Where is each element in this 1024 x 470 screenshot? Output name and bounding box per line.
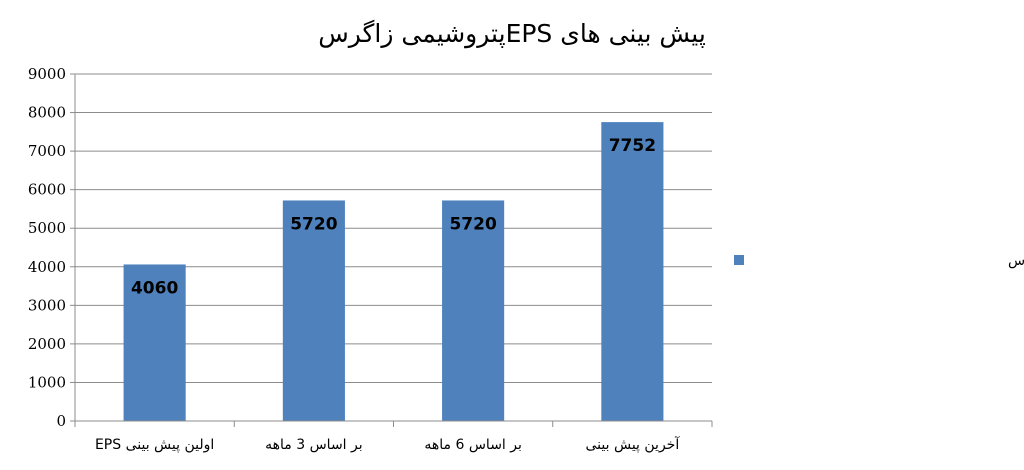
x-tick-label: بر اساس 3 ماهه xyxy=(265,437,363,453)
y-tick-label: 8000 xyxy=(28,104,66,122)
x-tick-label: اولین پیش بینی EPS xyxy=(95,437,214,453)
x-tick-label: بر اساس 6 ماهه xyxy=(424,437,522,453)
legend: پیش بینی های EPSپتروشیمی زاگرس xyxy=(734,252,1024,269)
bar xyxy=(123,264,186,421)
bar xyxy=(442,200,505,421)
bar xyxy=(282,200,345,421)
data-label: 7752 xyxy=(609,136,656,156)
y-tick-label: 3000 xyxy=(28,296,66,314)
y-tick-label: 6000 xyxy=(28,181,66,199)
data-label: 5720 xyxy=(449,214,496,234)
x-tick-label: آخرین پیش بینی xyxy=(586,436,681,453)
bars: 4060 5720 5720 7752 xyxy=(123,122,664,421)
legend-swatch xyxy=(734,255,744,265)
legend-label: پیش بینی های EPSپتروشیمی زاگرس xyxy=(1008,252,1024,269)
y-tick-label: 2000 xyxy=(28,335,66,353)
y-tick-label: 7000 xyxy=(28,142,66,160)
y-tick-label: 5000 xyxy=(28,219,66,237)
data-label: 4060 xyxy=(131,278,178,298)
x-axis: اولین پیش بینی EPS بر اساس 3 ماهه بر اساس … xyxy=(74,420,713,453)
y-tick-label: 9000 xyxy=(28,65,66,83)
y-tick-label: 4000 xyxy=(28,258,66,276)
y-tick-label: 0 xyxy=(56,412,66,430)
data-label: 5720 xyxy=(290,214,337,234)
chart-title: پیش بینی های EPSپتروشیمی زاگرس xyxy=(318,19,706,49)
y-tick-label: 1000 xyxy=(28,373,66,391)
bar xyxy=(601,122,664,421)
y-axis: 0 1000 2000 3000 4000 5000 6000 7000 8000 9000 xyxy=(28,65,76,430)
